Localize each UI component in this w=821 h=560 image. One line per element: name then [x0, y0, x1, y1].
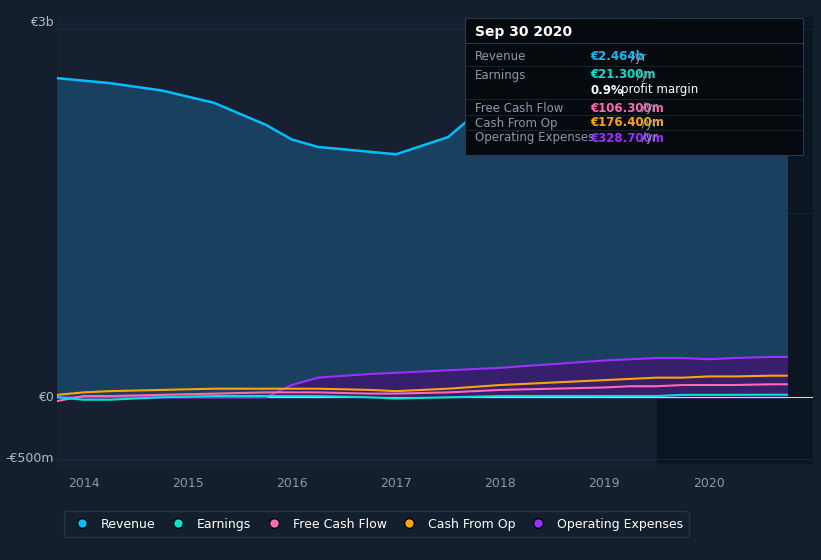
Text: Operating Expenses: Operating Expenses [475, 132, 594, 144]
Bar [657, 17, 813, 465]
Text: Sep 30 2020: Sep 30 2020 [475, 25, 572, 39]
Text: €3b: €3b [30, 16, 53, 29]
Text: €176.400m: €176.400m [590, 116, 664, 129]
Text: Cash From Op: Cash From Op [475, 116, 557, 129]
Legend: Revenue, Earnings, Free Cash Flow, Cash From Op, Operating Expenses: Revenue, Earnings, Free Cash Flow, Cash … [64, 511, 689, 537]
Text: €328.700m: €328.700m [590, 132, 663, 144]
Text: /yr: /yr [638, 132, 658, 144]
Text: Free Cash Flow: Free Cash Flow [475, 101, 563, 114]
Text: /yr: /yr [627, 50, 647, 63]
Text: Earnings: Earnings [475, 68, 526, 82]
Text: €0: €0 [38, 391, 53, 404]
Text: /yr: /yr [638, 116, 658, 129]
Text: €21.300m: €21.300m [590, 68, 655, 82]
Text: Revenue: Revenue [475, 50, 526, 63]
Text: /yr: /yr [633, 68, 653, 82]
Text: -€500m: -€500m [5, 452, 53, 465]
Text: 0.9%: 0.9% [590, 83, 623, 96]
Text: /yr: /yr [638, 101, 658, 114]
Text: profit margin: profit margin [621, 83, 699, 96]
Text: €2.464b: €2.464b [590, 50, 644, 63]
Text: €106.300m: €106.300m [590, 101, 663, 114]
